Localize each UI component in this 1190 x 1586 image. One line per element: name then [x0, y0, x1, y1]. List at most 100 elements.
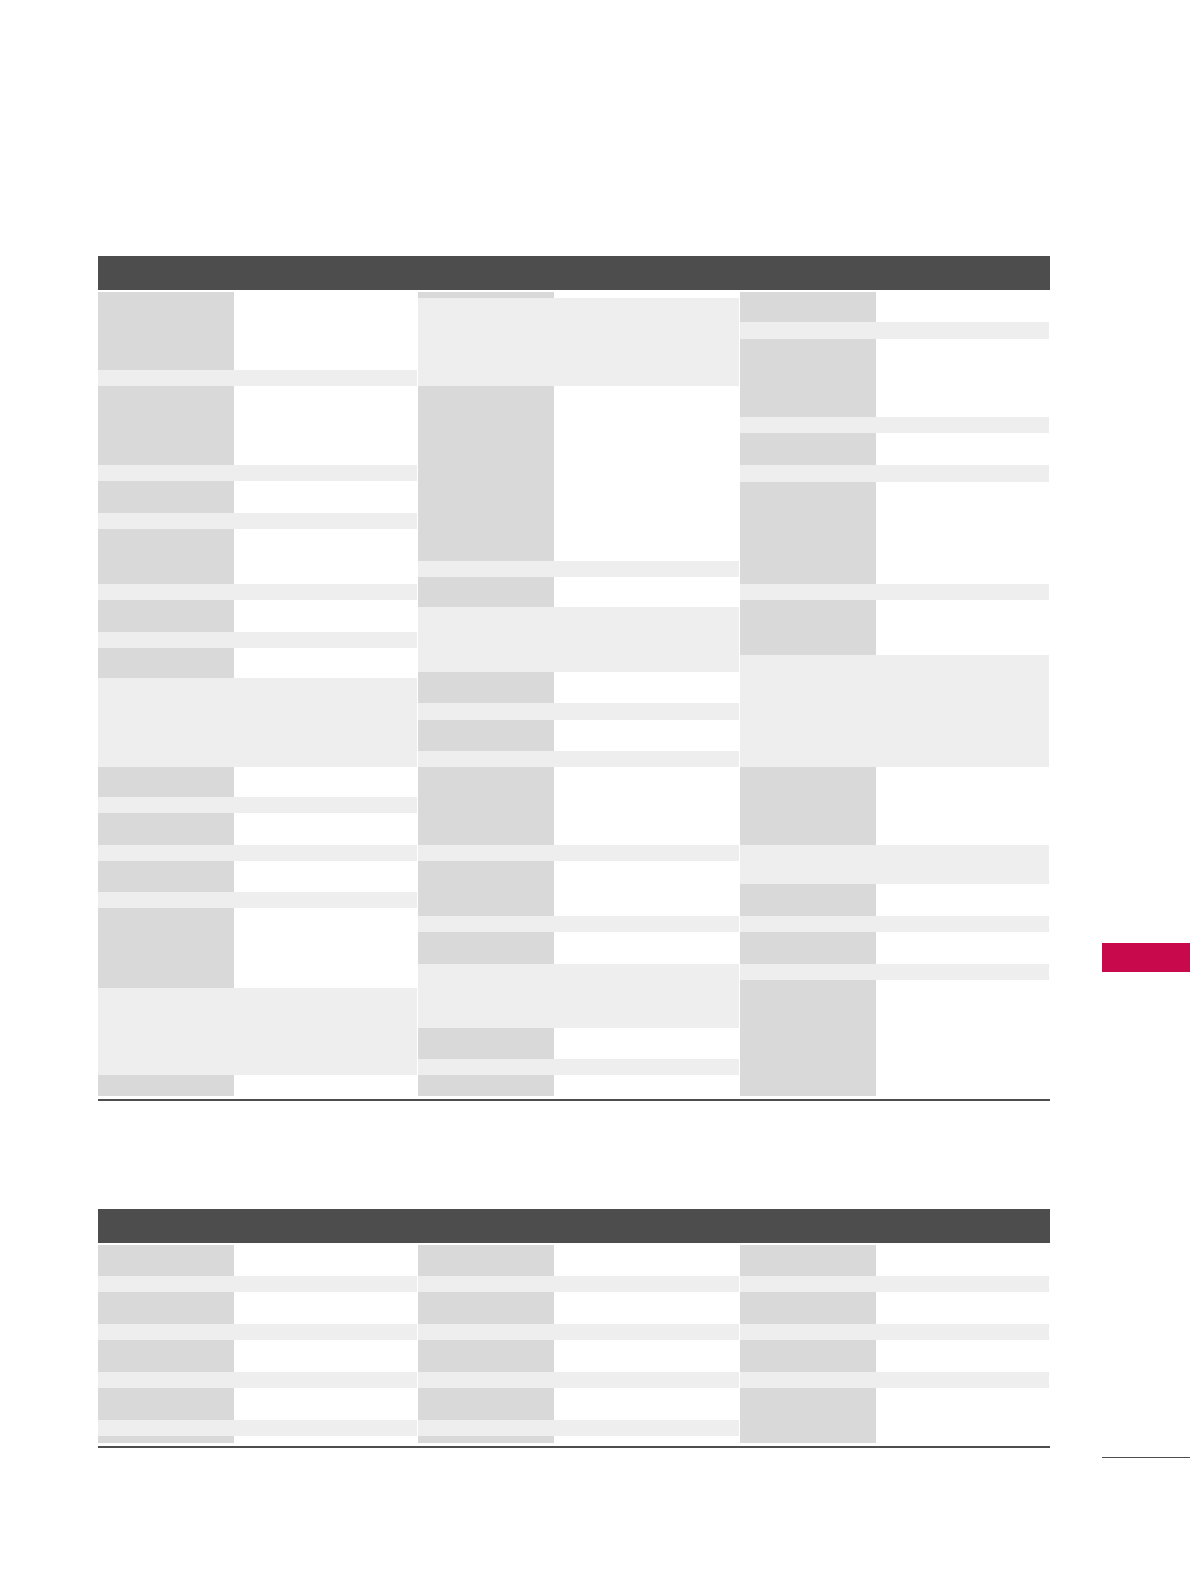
table-value-cell	[876, 600, 1049, 655]
table-label-cell	[418, 767, 554, 845]
table-label-cell	[98, 1075, 234, 1096]
table-value-cell	[554, 386, 739, 561]
table-value-cell	[554, 1075, 739, 1096]
table-row-separator	[98, 632, 417, 648]
table-label-cell	[98, 600, 234, 632]
table-value-cell	[876, 292, 1049, 322]
footer-rule	[1102, 1457, 1190, 1458]
table-row-separator	[98, 892, 417, 908]
table-value-cell	[234, 1388, 417, 1420]
table-value-cell	[876, 1245, 1049, 1276]
table-row-separator	[418, 1059, 739, 1075]
table-merged-cell	[418, 607, 739, 672]
table-value-cell	[234, 529, 417, 584]
table-label-cell	[98, 1340, 234, 1372]
table-label-cell	[418, 672, 554, 703]
table-label-cell	[418, 1436, 554, 1443]
table-value-cell	[554, 292, 739, 298]
table-value-cell	[234, 1075, 417, 1096]
table-label-cell	[418, 1292, 554, 1324]
table-row-separator	[418, 1276, 739, 1292]
table-value-cell	[234, 1340, 417, 1372]
table-label-cell	[740, 339, 876, 417]
table-value-cell	[876, 1340, 1049, 1372]
table-label-cell	[98, 1436, 234, 1443]
table-label-cell	[418, 577, 554, 607]
table-row-separator	[418, 1420, 739, 1436]
table-value-cell	[234, 1245, 417, 1276]
table-value-cell	[234, 386, 417, 465]
table-value-cell	[234, 767, 417, 797]
table-value-cell	[554, 720, 739, 751]
table-row-separator	[418, 916, 739, 932]
table-label-cell	[98, 767, 234, 797]
table-label-cell	[98, 1245, 234, 1276]
table-value-cell	[876, 339, 1049, 417]
table-label-cell	[740, 980, 876, 1096]
table-label-cell	[418, 932, 554, 964]
table-value-cell	[876, 482, 1049, 584]
table-row-separator	[740, 417, 1049, 433]
table-label-cell	[98, 1388, 234, 1420]
table-row-separator	[740, 584, 1049, 600]
table-label-cell	[740, 600, 876, 655]
table-value-cell	[554, 861, 739, 916]
table-label-cell	[740, 932, 876, 964]
table-merged-cell	[98, 988, 417, 1075]
table-label-cell	[418, 1340, 554, 1372]
table-bottom-rule	[98, 1099, 1050, 1101]
table-row-separator	[418, 561, 739, 577]
table-value-cell	[554, 767, 739, 845]
table-row-separator	[98, 1276, 417, 1292]
table-label-cell	[98, 908, 234, 988]
table-row-separator	[98, 584, 417, 600]
table-value-cell	[554, 577, 739, 607]
table-value-cell	[234, 813, 417, 845]
table-row-separator	[418, 1324, 739, 1340]
table-value-cell	[876, 884, 1049, 916]
table-value-cell	[554, 672, 739, 703]
table-row-separator	[98, 513, 417, 529]
table-label-cell	[98, 1292, 234, 1324]
table-value-cell	[554, 1388, 739, 1420]
table-label-cell	[740, 884, 876, 916]
table-label-cell	[98, 481, 234, 513]
table-label-cell	[418, 1245, 554, 1276]
table-value-cell	[876, 767, 1049, 845]
table-row-separator	[98, 1420, 417, 1436]
table-merged-cell	[740, 845, 1049, 884]
table-value-cell	[234, 1292, 417, 1324]
table-label-cell	[98, 292, 234, 370]
table-label-cell	[98, 386, 234, 465]
table-label-cell	[740, 292, 876, 322]
table-merged-cell	[418, 964, 739, 1028]
table-header	[98, 256, 1050, 290]
table-value-cell	[876, 980, 1049, 1096]
table-value-cell	[554, 1340, 739, 1372]
table-row-separator	[98, 1372, 417, 1388]
table-row-separator	[740, 1372, 1049, 1388]
table-label-cell	[740, 1245, 876, 1276]
table-value-cell	[234, 292, 417, 370]
section-tab	[1102, 943, 1190, 972]
table-header	[98, 1209, 1050, 1243]
table-row-separator	[740, 322, 1049, 339]
table-row-separator	[418, 845, 739, 861]
table-label-cell	[98, 813, 234, 845]
table-label-cell	[98, 648, 234, 678]
table-label-cell	[418, 1028, 554, 1059]
table-label-cell	[418, 720, 554, 751]
table-row-separator	[740, 465, 1049, 482]
table-label-cell	[418, 386, 554, 561]
table-row-separator	[740, 1324, 1049, 1340]
table-label-cell	[418, 1388, 554, 1420]
table-value-cell	[234, 908, 417, 988]
table-value-cell	[234, 648, 417, 678]
table-value-cell	[554, 1436, 739, 1443]
table-label-cell	[740, 1292, 876, 1324]
table-label-cell	[740, 482, 876, 584]
table-row-separator	[98, 1324, 417, 1340]
table-label-cell	[418, 861, 554, 916]
table-value-cell	[234, 600, 417, 632]
table-row-separator	[740, 964, 1049, 980]
